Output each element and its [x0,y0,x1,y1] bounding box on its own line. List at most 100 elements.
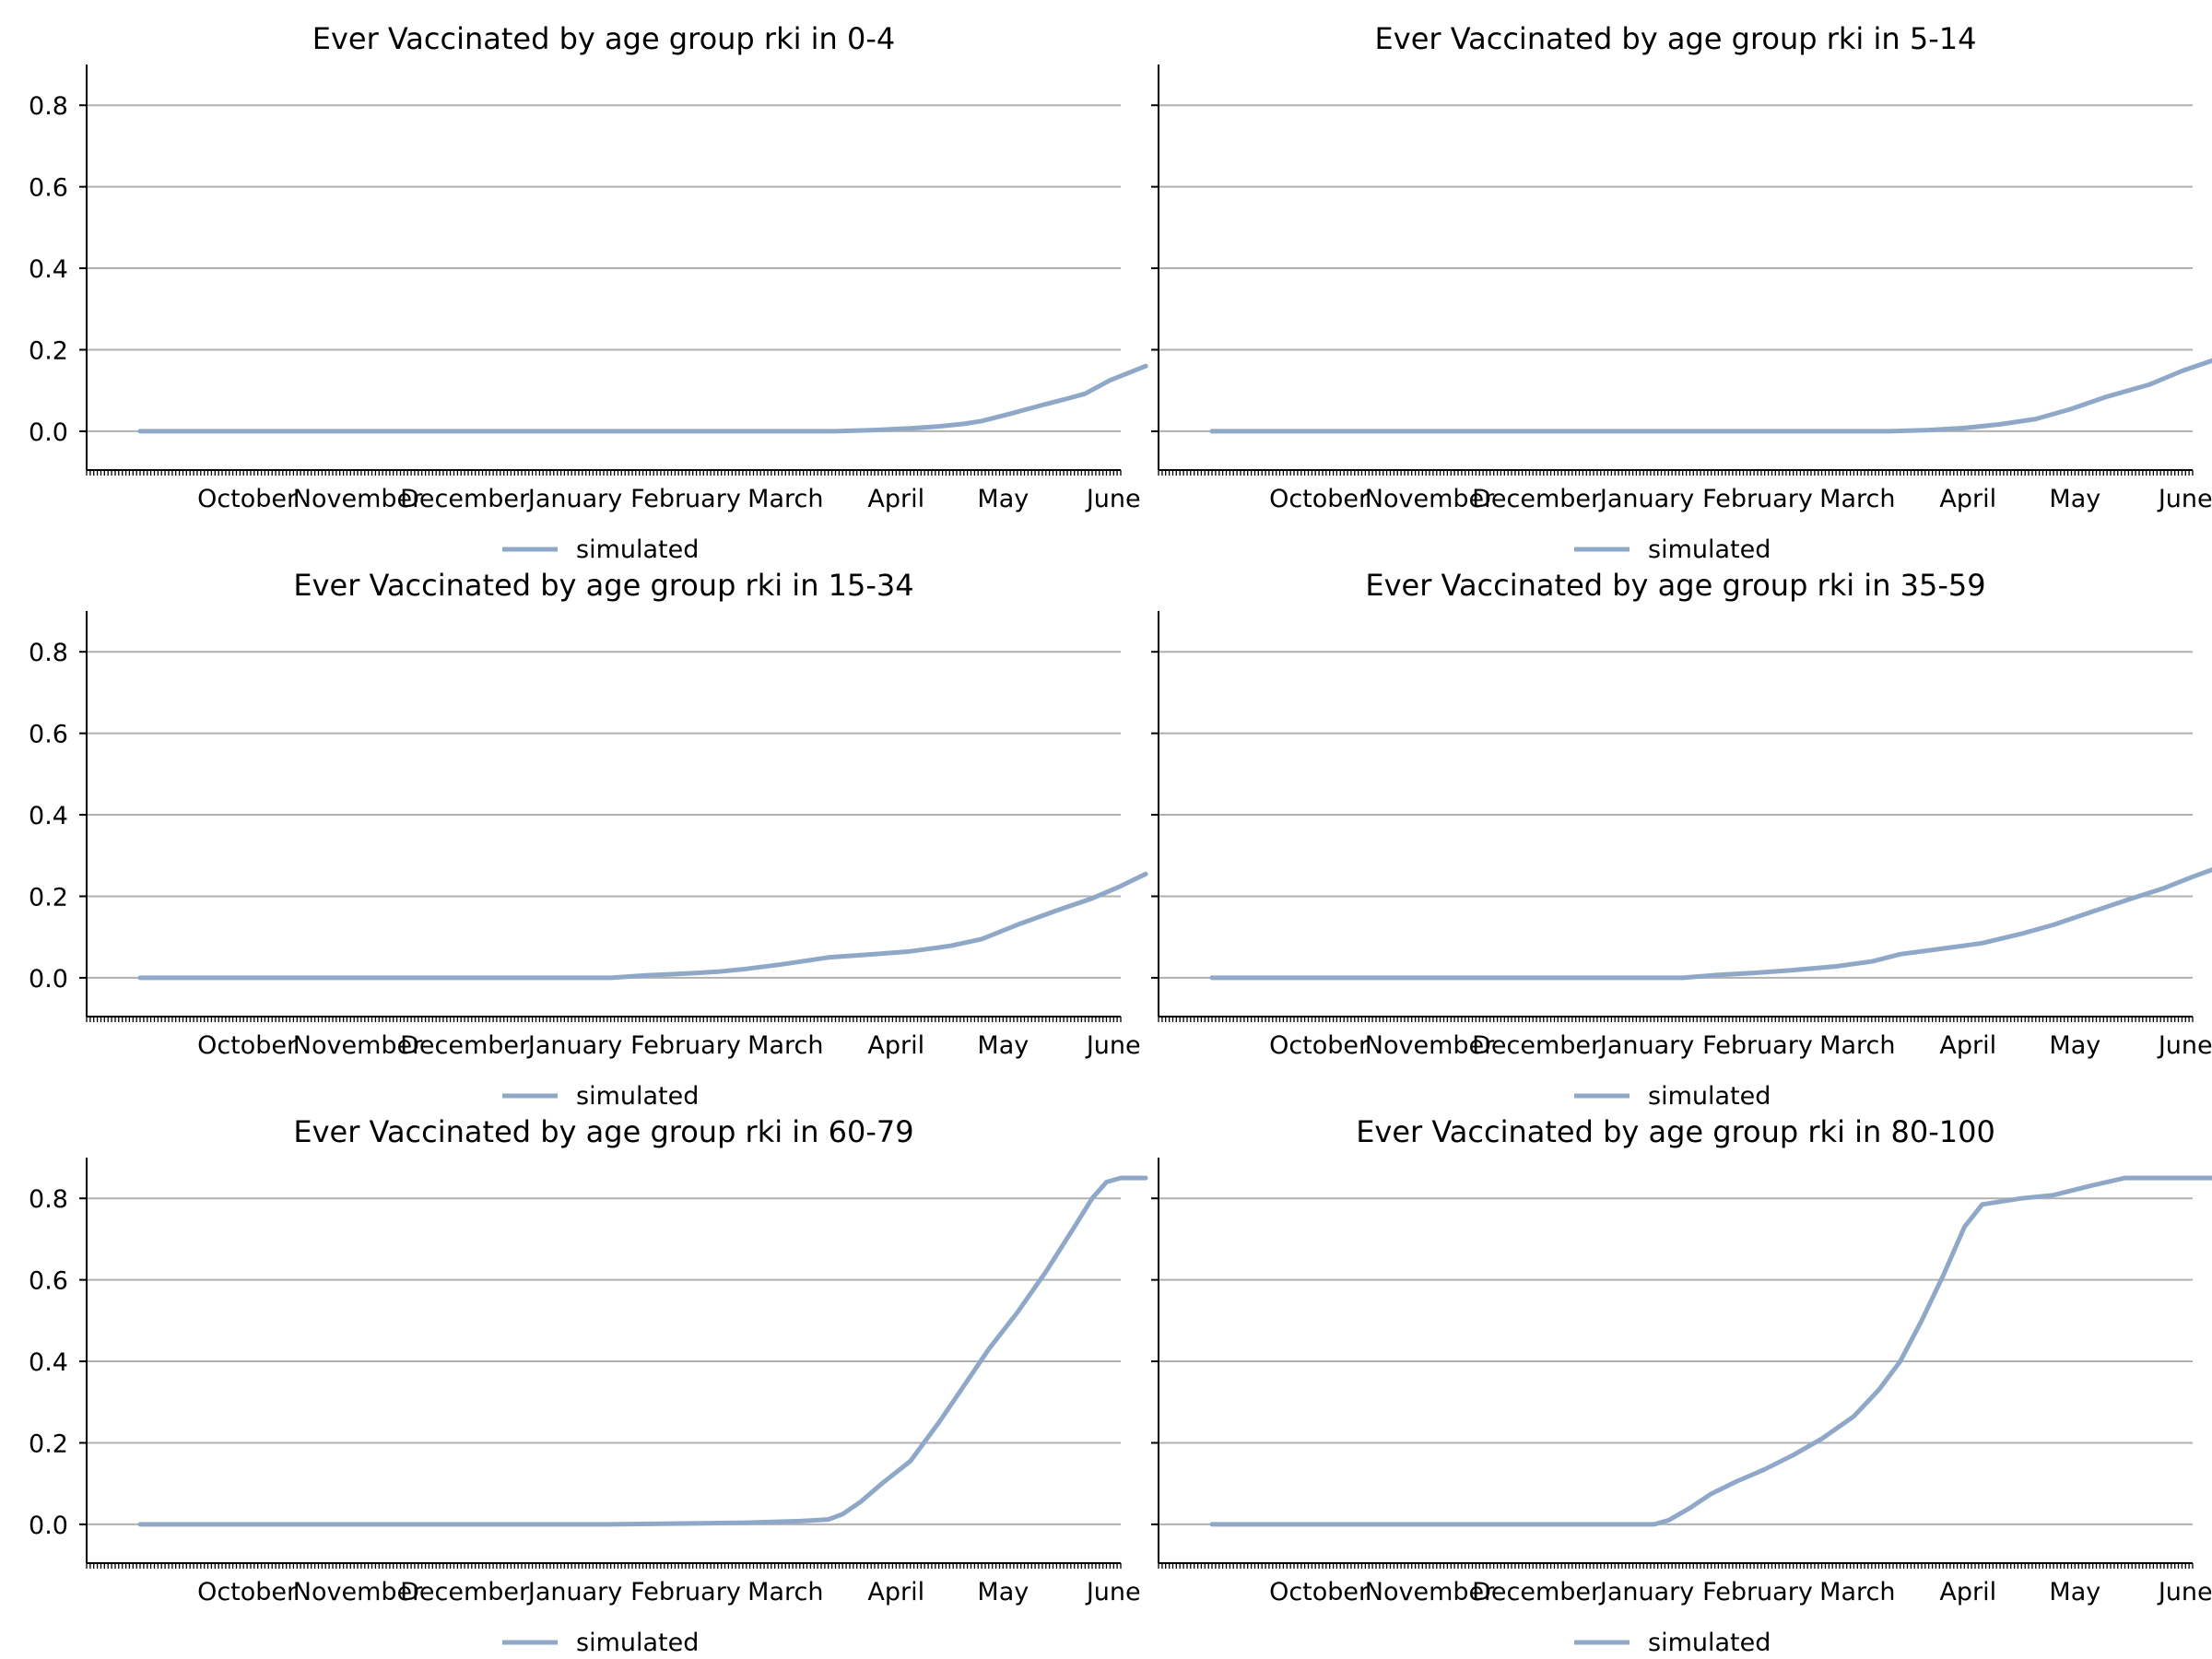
x-tick-label: November [1365,1578,1495,1606]
x-tick-label: March [1819,485,1895,513]
x-tick-label: April [1939,485,1996,513]
y-tick-label: 0.8 [29,639,68,667]
x-tick-label: October [197,1031,298,1060]
y-tick-label: 0.8 [29,92,68,121]
x-tick-label: April [867,1578,924,1606]
x-tick-label: January [526,485,622,513]
x-tick-label: November [1365,485,1495,513]
series-line [137,1175,1148,1527]
x-tick-label: November [293,1031,423,1060]
x-tick-label: June [1085,1031,1141,1060]
legend-label: simulated [576,1629,699,1657]
x-minor-ticks [86,1563,1122,1569]
chart-title: Ever Vaccinated by age group rki in 60-7… [293,1114,913,1149]
x-tick-label: May [2049,1578,2100,1606]
x-tick-label: November [293,485,423,513]
series-line [137,871,1148,981]
x-tick-label: April [867,485,924,513]
x-tick-label: January [1598,485,1694,513]
x-tick-label: October [1269,1031,1370,1060]
legend-label: simulated [1648,535,1771,564]
x-tick-label: February [1702,485,1813,513]
x-tick-label: May [977,1578,1029,1606]
x-tick-label: May [2049,1031,2100,1060]
x-minor-ticks [86,470,1122,476]
x-tick-label: March [747,1578,823,1606]
subplot-5: Ever Vaccinated by age group rki in 60-7… [29,1114,1148,1657]
subplot-4: Ever Vaccinated by age group rki in 35-5… [1151,568,2212,1111]
x-minor-ticks [1158,470,2194,476]
x-tick-label: June [1085,1578,1141,1606]
x-tick-label: December [1472,485,1602,513]
x-tick-label: January [1598,1578,1694,1606]
y-tick-label: 0.0 [29,418,68,447]
x-tick-label: October [197,1578,298,1606]
legend-label: simulated [1648,1082,1771,1111]
x-tick-label: March [1819,1031,1895,1060]
y-tick-label: 0.4 [29,1348,68,1377]
x-tick-label: November [293,1578,423,1606]
x-tick-label: May [977,1031,1029,1060]
x-tick-label: June [2157,1031,2212,1060]
y-tick-label: 0.4 [29,802,68,830]
x-tick-label: June [2157,485,2212,513]
y-tick-label: 0.2 [29,1430,68,1458]
chart-title: Ever Vaccinated by age group rki in 15-3… [293,568,913,603]
legend-label: simulated [576,1082,699,1111]
x-tick-label: December [400,1578,530,1606]
x-tick-label: January [526,1578,622,1606]
y-tick-label: 0.0 [29,965,68,994]
y-tick-label: 0.0 [29,1512,68,1540]
series-line [1209,1175,2212,1527]
x-tick-label: June [2157,1578,2212,1606]
x-tick-label: March [747,1031,823,1060]
subplot-2: Ever Vaccinated by age group rki in 5-14… [1151,21,2212,564]
x-tick-label: December [1472,1031,1602,1060]
chart-title: Ever Vaccinated by age group rki in 35-5… [1365,568,1985,603]
x-minor-ticks [1158,1563,2194,1569]
x-tick-label: February [630,485,741,513]
x-tick-label: October [1269,1578,1370,1606]
y-tick-label: 0.6 [29,1267,68,1296]
x-tick-label: March [747,485,823,513]
series-line [137,363,1148,434]
y-tick-label: 0.8 [29,1185,68,1214]
chart-title: Ever Vaccinated by age group rki in 5-14 [1375,21,1977,56]
y-tick-label: 0.2 [29,336,68,365]
y-tick-label: 0.6 [29,174,68,203]
x-tick-label: January [526,1031,622,1060]
x-tick-label: December [400,485,530,513]
subplot-3: Ever Vaccinated by age group rki in 15-3… [29,568,1148,1111]
x-tick-label: October [197,485,298,513]
x-tick-label: February [630,1031,741,1060]
x-tick-label: April [1939,1031,1996,1060]
chart-title: Ever Vaccinated by age group rki in 0-4 [312,21,896,56]
x-minor-ticks [1158,1017,2194,1022]
legend-label: simulated [1648,1629,1771,1657]
chart-title: Ever Vaccinated by age group rki in 80-1… [1356,1114,1995,1149]
x-tick-label: January [1598,1031,1694,1060]
x-tick-label: December [400,1031,530,1060]
x-tick-label: May [977,485,1029,513]
series-line [1209,867,2212,981]
x-minor-ticks [86,1017,1122,1022]
x-tick-label: April [1939,1578,1996,1606]
y-tick-label: 0.6 [29,721,68,749]
x-tick-label: February [630,1578,741,1606]
x-tick-label: October [1269,485,1370,513]
x-tick-label: May [2049,485,2100,513]
subplot-1: Ever Vaccinated by age group rki in 0-4 0… [29,21,1148,564]
legend-label: simulated [576,535,699,564]
y-tick-label: 0.4 [29,255,68,284]
x-tick-label: April [867,1031,924,1060]
x-tick-label: March [1819,1578,1895,1606]
series-line [1209,358,2212,434]
x-tick-label: February [1702,1578,1813,1606]
subplot-6: Ever Vaccinated by age group rki in 80-1… [1151,1114,2212,1657]
x-tick-label: June [1085,485,1141,513]
x-tick-label: December [1472,1578,1602,1606]
x-tick-label: November [1365,1031,1495,1060]
x-tick-label: February [1702,1031,1813,1060]
y-tick-label: 0.2 [29,883,68,912]
